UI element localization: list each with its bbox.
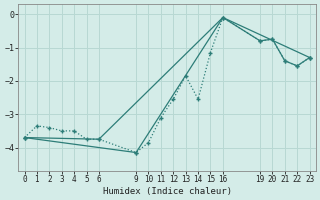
X-axis label: Humidex (Indice chaleur): Humidex (Indice chaleur) (103, 187, 232, 196)
